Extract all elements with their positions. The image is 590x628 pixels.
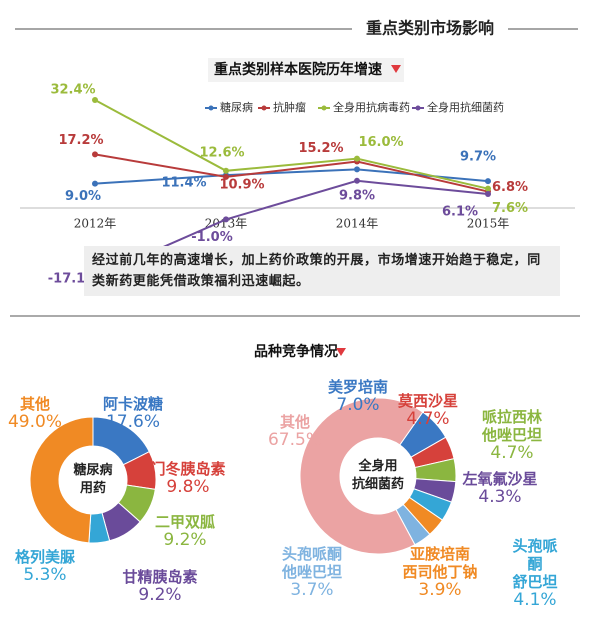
legend-label: 全身用抗病毒药 (333, 100, 410, 114)
slice-label: 亚胺培南 西司他丁钠 3.9% (402, 545, 477, 599)
slice-value: 4.1% (513, 590, 557, 610)
data-point (92, 151, 98, 158)
slice-value: 5.3% (23, 565, 67, 585)
slice-value: 4.3% (478, 487, 522, 507)
data-point (485, 185, 491, 192)
legend-marker (261, 105, 267, 111)
data-point (354, 177, 360, 184)
data-label: 10.9% (219, 177, 264, 192)
slice-value: 49.0% (7, 412, 63, 432)
slice-label: 头孢哌酮 舒巴坦 4.1% (508, 537, 563, 609)
legend-marker (415, 105, 421, 111)
slice-value: 4.7% (406, 409, 450, 429)
data-label: 9.0% (65, 189, 101, 204)
title-arrow (391, 65, 401, 73)
data-point (92, 180, 98, 187)
legend-label: 全身用抗细菌药 (427, 100, 504, 114)
legend-marker (208, 105, 214, 111)
slice-value: 9.2% (163, 530, 207, 550)
slice-label: 其他 49.0% (8, 395, 62, 431)
data-point (223, 167, 229, 174)
data-label: 17.2% (58, 133, 103, 148)
center-label: 全身用 抗细菌药 (351, 459, 405, 492)
slice-label: 甘精胰岛素 9.2% (122, 568, 197, 604)
slice-name: 其他 (19, 395, 51, 413)
slice-name: 格列美脲 (14, 548, 76, 566)
slice-label: 二甲双胍 9.2% (155, 513, 215, 549)
data-point (485, 191, 491, 198)
slice-label: 阿卡波糖 17.6% (103, 395, 163, 431)
donut-hole (340, 438, 416, 514)
slice-name: 美罗培南 (327, 378, 389, 396)
data-label: 9.7% (460, 150, 496, 165)
slice-name: 二甲双胍 (154, 513, 216, 531)
x-tick-label: 2013年 (205, 217, 248, 231)
data-label: 7.6% (492, 201, 528, 216)
data-label: -1.0% (191, 230, 232, 245)
data-label: 9.8% (339, 188, 375, 203)
slice-name: 门冬胰岛素 (150, 460, 226, 478)
slice-name: 左氧氟沙星 (462, 470, 538, 488)
slice-value: 7.0% (336, 395, 380, 415)
slice-name: 莫西沙星 (397, 392, 459, 410)
slice-value: 9.2% (138, 585, 182, 605)
x-tick-label: 2012年 (74, 217, 117, 231)
slice-label: 莫西沙星 4.7% (398, 392, 458, 428)
section-title: 品种竞争情况 (254, 343, 338, 360)
annotation: 经过前几年的高速增长，加上药价政策的开展，市场增速开始趋于稳定，同类新药更能凭借… (84, 246, 560, 296)
data-label: 6.8% (492, 180, 528, 195)
data-point (485, 178, 491, 185)
slice-label: 头孢哌酮 他唑巴坦 3.7% (282, 545, 342, 599)
data-point (354, 155, 360, 162)
slice-label: 左氧氟沙星 4.3% (462, 470, 537, 506)
slice-value: 17.6% (105, 412, 161, 432)
subtitle-box (208, 58, 404, 82)
slice-name: 亚胺培南 西司他丁钠 (402, 545, 478, 581)
slice-name: 其他 (279, 413, 311, 431)
data-point (354, 166, 360, 173)
data-point (223, 216, 229, 223)
series-line (94, 153, 489, 193)
slice-label: 其他 67.5% (268, 413, 322, 449)
slice-name: 头孢哌酮 舒巴坦 (512, 537, 558, 591)
data-label: 16.0% (358, 135, 403, 150)
legend-marker (321, 105, 327, 111)
data-label: 11.4% (161, 176, 206, 191)
slice-value: 9.8% (166, 477, 210, 497)
x-tick-label: 2014年 (336, 217, 379, 231)
data-label: 32.4% (50, 83, 95, 98)
legend-label: 糖尿病 (220, 100, 253, 114)
slice-value: 4.7% (490, 443, 534, 463)
data-label: 15.2% (298, 141, 343, 156)
center-label: 糖尿病 用药 (73, 463, 113, 496)
donut-hole (59, 446, 127, 514)
data-label: 12.6% (199, 145, 244, 160)
data-point (223, 173, 229, 180)
header-title: 重点类别市场影响 (366, 19, 494, 38)
slice-label: 哌拉西林 他唑巴坦 4.7% (482, 408, 542, 462)
slice-value: 3.7% (290, 580, 334, 600)
series-line (94, 168, 489, 185)
legend-label: 抗肿瘤 (273, 100, 306, 114)
slice-name: 甘精胰岛素 (122, 568, 198, 586)
series-line (94, 99, 489, 190)
slice-label: 格列美脲 5.3% (15, 548, 75, 584)
slice-label: 门冬胰岛素 9.8% (150, 460, 225, 496)
x-tick-label: 2015年 (467, 217, 510, 231)
slice-value: 67.5% (267, 430, 323, 450)
slice-name: 哌拉西林 他唑巴坦 (481, 408, 543, 444)
data-label: 6.1% (442, 205, 478, 220)
slice-name: 阿卡波糖 (102, 395, 164, 413)
title-arrow (336, 348, 346, 356)
line-title: 重点类别样本医院历年增速 (214, 61, 382, 78)
slice-label: 美罗培南 7.0% (328, 378, 388, 414)
data-point (92, 97, 98, 103)
slice-value: 3.9% (418, 580, 462, 600)
slice-name: 头孢哌酮 他唑巴坦 (281, 545, 343, 581)
